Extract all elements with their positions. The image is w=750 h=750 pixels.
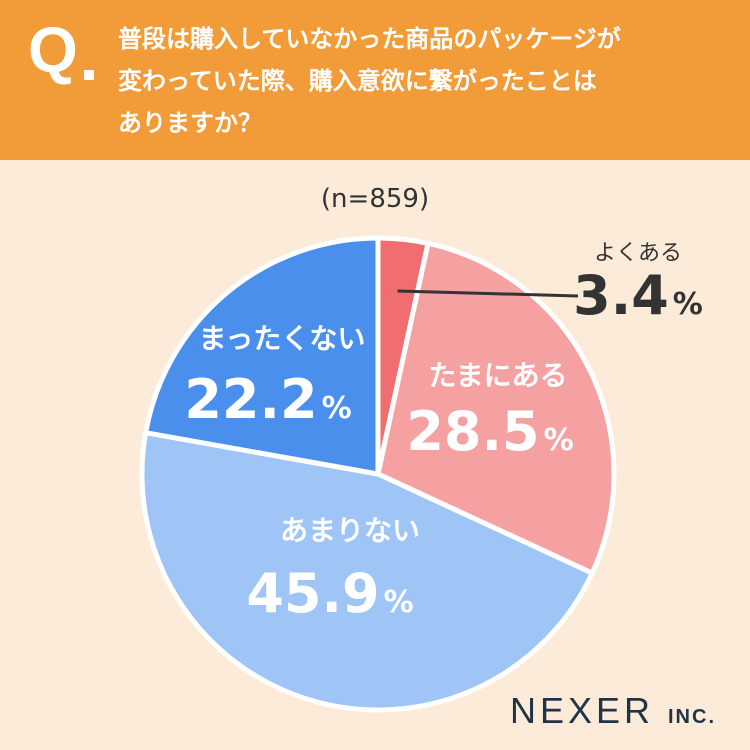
brand-name: NEXER bbox=[509, 690, 654, 731]
slice-never bbox=[143, 235, 381, 477]
question-mark-dot bbox=[84, 70, 94, 80]
question-header: Q 普段は購入していなかった商品のパッケージが 変わっていた際、購入意欲に繋がっ… bbox=[0, 0, 750, 160]
question-line-2: 変わっていた際、購入意欲に繋がったことは bbox=[118, 67, 597, 95]
question-mark: Q bbox=[28, 14, 78, 86]
label-often: よくある bbox=[594, 241, 682, 266]
label-rarely: あまりない bbox=[280, 514, 420, 547]
leader-line-often bbox=[397, 289, 579, 298]
value-sometimes: 28.5% bbox=[406, 400, 573, 463]
label-sometimes: たまにある bbox=[428, 359, 567, 392]
question-line-3: ありますか？ bbox=[118, 109, 262, 137]
question-line-1: 普段は購入していなかった商品のパッケージが bbox=[118, 25, 621, 53]
label-never: まったくない bbox=[199, 322, 366, 355]
value-never: 22.2% bbox=[184, 368, 351, 431]
brand-suffix: INC. bbox=[668, 706, 716, 728]
slice-rarely bbox=[139, 430, 595, 713]
slice-sometimes bbox=[375, 240, 617, 576]
value-often: 3.4% bbox=[573, 264, 703, 327]
sample-size-label: (n=859) bbox=[320, 184, 430, 214]
brand-logo: NEXER INC. bbox=[510, 690, 716, 732]
value-rarely: 45.9% bbox=[246, 562, 413, 625]
question-text: 普段は購入していなかった商品のパッケージが 変わっていた際、購入意欲に繋がったこ… bbox=[118, 18, 738, 144]
